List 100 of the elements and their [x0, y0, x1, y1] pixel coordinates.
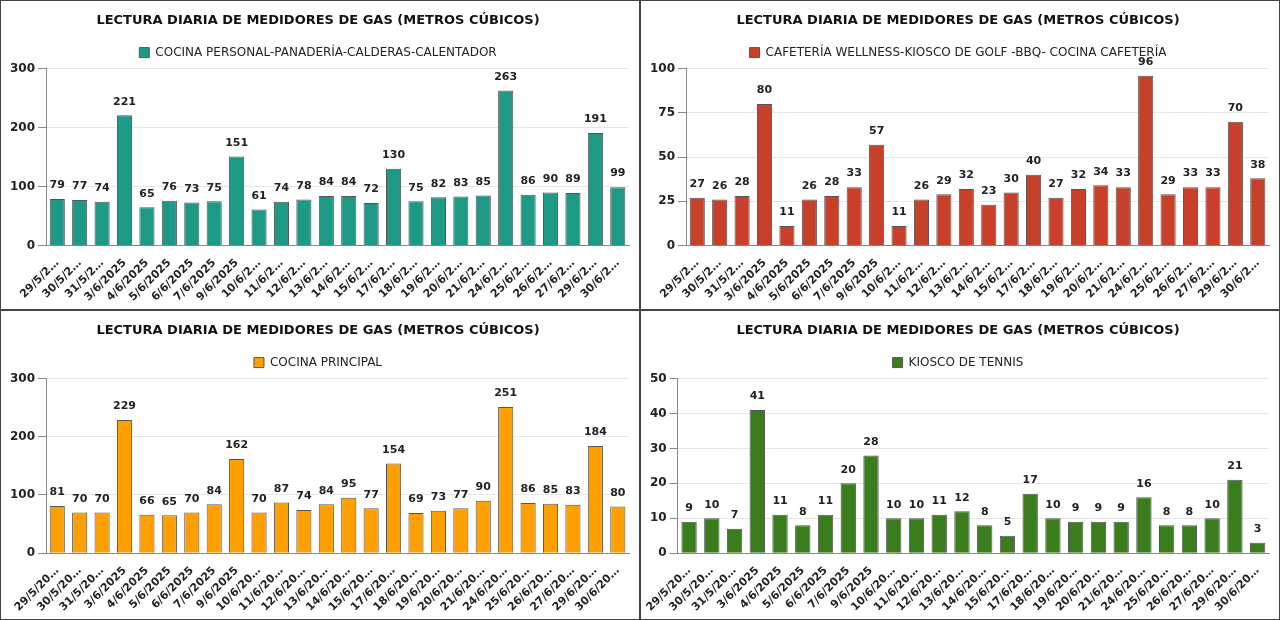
- data-label: 83: [453, 175, 469, 189]
- data-label: 10: [908, 497, 925, 511]
- data-label: 70: [251, 491, 268, 505]
- data-label: 21: [1227, 459, 1243, 473]
- y-tick-label: 40: [650, 405, 667, 420]
- data-label: 40: [1025, 154, 1042, 168]
- data-label: 20: [840, 462, 857, 476]
- data-label: 70: [184, 491, 200, 505]
- data-label: 74: [273, 181, 290, 195]
- data-label: 84: [318, 175, 335, 189]
- data-label: 29: [936, 173, 952, 187]
- data-label: 26: [913, 178, 930, 192]
- legend-label: COCINA PERSONAL-PANADERÍA-CALDERAS-CALENTADOR: [155, 43, 497, 59]
- data-label: 77: [363, 487, 379, 501]
- data-label: 8: [980, 504, 989, 518]
- data-label: 75: [206, 180, 222, 194]
- data-label: 33: [1205, 166, 1221, 180]
- legend-label: COCINA PRINCIPAL: [269, 354, 383, 369]
- data-label: 28: [824, 175, 840, 189]
- data-label: 10: [1204, 497, 1221, 511]
- data-label: 11: [772, 494, 788, 508]
- data-label: 3: [1253, 522, 1262, 536]
- data-label: 95: [341, 477, 357, 491]
- y-tick-label: 0: [26, 545, 36, 560]
- data-label: 162: [225, 438, 249, 452]
- y-tick-label: 100: [649, 60, 676, 75]
- data-label: 80: [610, 485, 626, 499]
- data-label: 76: [161, 180, 178, 194]
- data-label: 77: [72, 179, 88, 193]
- data-label: 17: [1022, 473, 1038, 487]
- chart-title: LECTURA DIARIA DE MEDIDORES DE GAS (METROS CÚBICOS): [736, 12, 1180, 28]
- data-label: 33: [1115, 166, 1131, 180]
- data-label: 99: [610, 166, 626, 180]
- chart-title: LECTURA DIARIA DE MEDIDORES DE GAS (METROS CÚBICOS): [96, 12, 540, 28]
- legend-label: KIOSCO DE TENNIS: [908, 354, 1024, 369]
- y-tick-label: 300: [9, 370, 36, 385]
- data-label: 90: [475, 480, 492, 494]
- data-label: 74: [94, 181, 111, 195]
- data-label: 82: [430, 176, 447, 190]
- data-label: 130: [382, 148, 406, 162]
- data-label: 229: [113, 399, 137, 413]
- y-tick-label: 200: [9, 428, 36, 443]
- data-label: 16: [1136, 476, 1152, 490]
- data-label: 10: [886, 497, 902, 511]
- data-label: 28: [863, 434, 879, 448]
- data-label: 191: [583, 112, 607, 126]
- data-label: 263: [494, 69, 518, 83]
- data-label: 151: [225, 135, 249, 149]
- data-label: 34: [1093, 164, 1109, 178]
- y-tick-label: 200: [9, 119, 36, 134]
- y-tick-label: 30: [650, 440, 667, 455]
- data-label: 84: [318, 483, 335, 497]
- data-label: 85: [475, 174, 491, 188]
- data-label: 154: [382, 442, 406, 456]
- data-label: 80: [756, 83, 773, 97]
- y-tick-label: 300: [9, 60, 36, 75]
- data-label: 5: [1003, 515, 1012, 529]
- chart-title: LECTURA DIARIA DE MEDIDORES DE GAS (METROS CÚBICOS): [736, 322, 1180, 338]
- data-label: 27: [1048, 177, 1064, 191]
- data-label: 28: [734, 175, 750, 189]
- data-label: 10: [1045, 497, 1061, 511]
- data-label: 85: [542, 483, 559, 497]
- data-label: 83: [565, 484, 581, 498]
- data-label: 184: [583, 425, 608, 439]
- y-tick-label: 75: [658, 104, 676, 119]
- data-label: 32: [1070, 168, 1087, 182]
- data-label: 11: [891, 205, 907, 219]
- y-tick-label: 20: [650, 475, 667, 490]
- data-label: 66: [139, 494, 155, 508]
- data-label: 77: [453, 487, 469, 501]
- data-label: 70: [1227, 101, 1244, 115]
- data-label: 41: [749, 389, 765, 403]
- chart-title: LECTURA DIARIA DE MEDIDORES DE GAS (METROS CÚBICOS): [96, 322, 540, 338]
- y-tick-label: 25: [658, 193, 676, 208]
- data-label: 61: [251, 188, 267, 202]
- data-label: 221: [113, 94, 137, 108]
- data-label: 23: [981, 184, 997, 198]
- data-label: 33: [846, 166, 862, 180]
- data-label: 10: [704, 497, 720, 511]
- data-label: 26: [801, 178, 818, 192]
- data-label: 86: [520, 174, 537, 188]
- data-label: 79: [49, 178, 65, 192]
- data-label: 11: [931, 494, 947, 508]
- data-label: 8: [1185, 504, 1194, 518]
- data-label: 33: [1182, 166, 1199, 180]
- data-label: 86: [520, 482, 537, 496]
- data-label: 89: [565, 172, 581, 186]
- data-label: 75: [408, 180, 424, 194]
- y-tick-label: 10: [650, 510, 667, 525]
- data-label: 8: [798, 504, 807, 518]
- y-tick-label: 0: [658, 545, 667, 560]
- data-label: 30: [1003, 171, 1020, 185]
- y-tick-label: 100: [9, 178, 36, 193]
- data-label: 9: [1071, 501, 1080, 515]
- data-label: 9: [685, 501, 693, 515]
- y-tick-label: 50: [658, 149, 676, 164]
- data-label: 87: [273, 481, 290, 495]
- data-label: 69: [408, 492, 424, 506]
- data-label: 73: [184, 181, 200, 195]
- data-label: 70: [94, 491, 111, 505]
